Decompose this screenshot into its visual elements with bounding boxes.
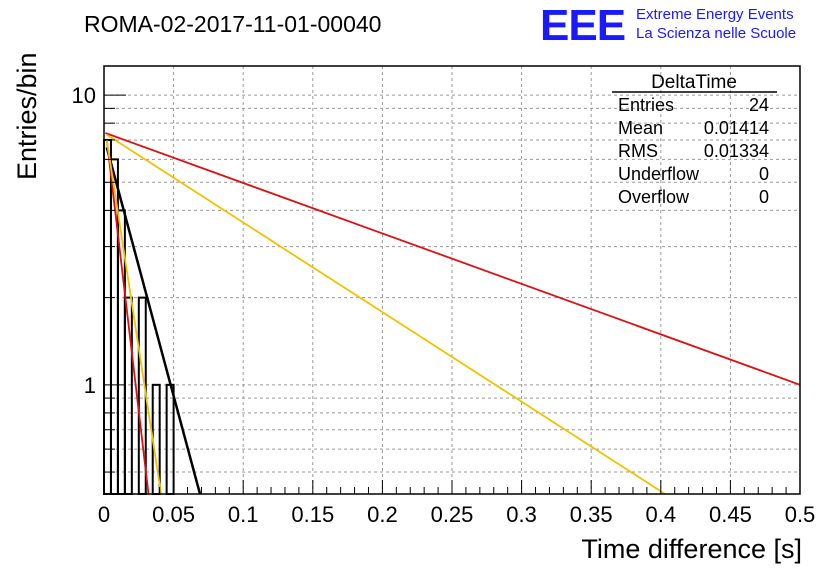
x-tick-label: 0.05 <box>152 502 195 527</box>
x-tick-label: 0.35 <box>570 502 613 527</box>
y-tick-label: 10 <box>72 83 96 108</box>
stats-value-underflow: 0 <box>759 164 769 184</box>
x-tick-label: 0.1 <box>228 502 259 527</box>
grid-lines <box>104 66 800 494</box>
y-axis-label: Entries/bin <box>12 52 42 180</box>
x-tick-label: 0.2 <box>367 502 398 527</box>
x-tick-label: 0.15 <box>291 502 334 527</box>
axes <box>103 65 801 495</box>
stats-value-overflow: 0 <box>759 187 769 207</box>
eee-logo: EEE <box>540 1 626 50</box>
stats-label-overflow: Overflow <box>618 187 690 207</box>
stats-label-rms: RMS <box>618 141 658 161</box>
x-tick-label: 0.4 <box>646 502 677 527</box>
brand-line-2: La Scienza nelle Scuole <box>636 25 797 42</box>
x-tick-label: 0.5 <box>785 502 816 527</box>
y-tick-label: 1 <box>84 373 96 398</box>
stats-value-rms: 0.01334 <box>704 141 769 161</box>
stats-label-entries: Entries <box>618 95 674 115</box>
histogram-bin <box>165 383 175 495</box>
fit-line <box>106 133 666 494</box>
x-axis-label: Time difference [s] <box>581 534 802 564</box>
chart-run-title: ROMA-02-2017-11-01-00040 <box>84 11 381 37</box>
stats-label-underflow: Underflow <box>618 164 700 184</box>
fit-line <box>105 139 150 494</box>
stats-value-mean: 0.01414 <box>704 118 769 138</box>
stats-title: DeltaTime <box>651 72 737 93</box>
x-tick-label: 0 <box>98 502 110 527</box>
x-tick-label: 0.45 <box>709 502 752 527</box>
stats-box: DeltaTime Entries 24 Mean 0.01414 RMS 0.… <box>612 72 777 207</box>
fit-line <box>105 132 800 386</box>
fit-lines <box>105 132 800 494</box>
tick-labels: 0 0.05 0.1 0.15 0.2 0.25 0.3 0.35 0.4 0.45 0.5 1 10 <box>72 83 816 527</box>
x-tick-label: 0.25 <box>431 502 474 527</box>
fit-line <box>105 139 162 494</box>
histogram-bin <box>103 138 112 496</box>
x-tick-label: 0.3 <box>506 502 537 527</box>
stats-label-mean: Mean <box>618 118 663 138</box>
stats-value-entries: 24 <box>749 95 769 115</box>
fit-line <box>105 147 202 494</box>
brand-line-1: Extreme Energy Events <box>636 6 794 23</box>
